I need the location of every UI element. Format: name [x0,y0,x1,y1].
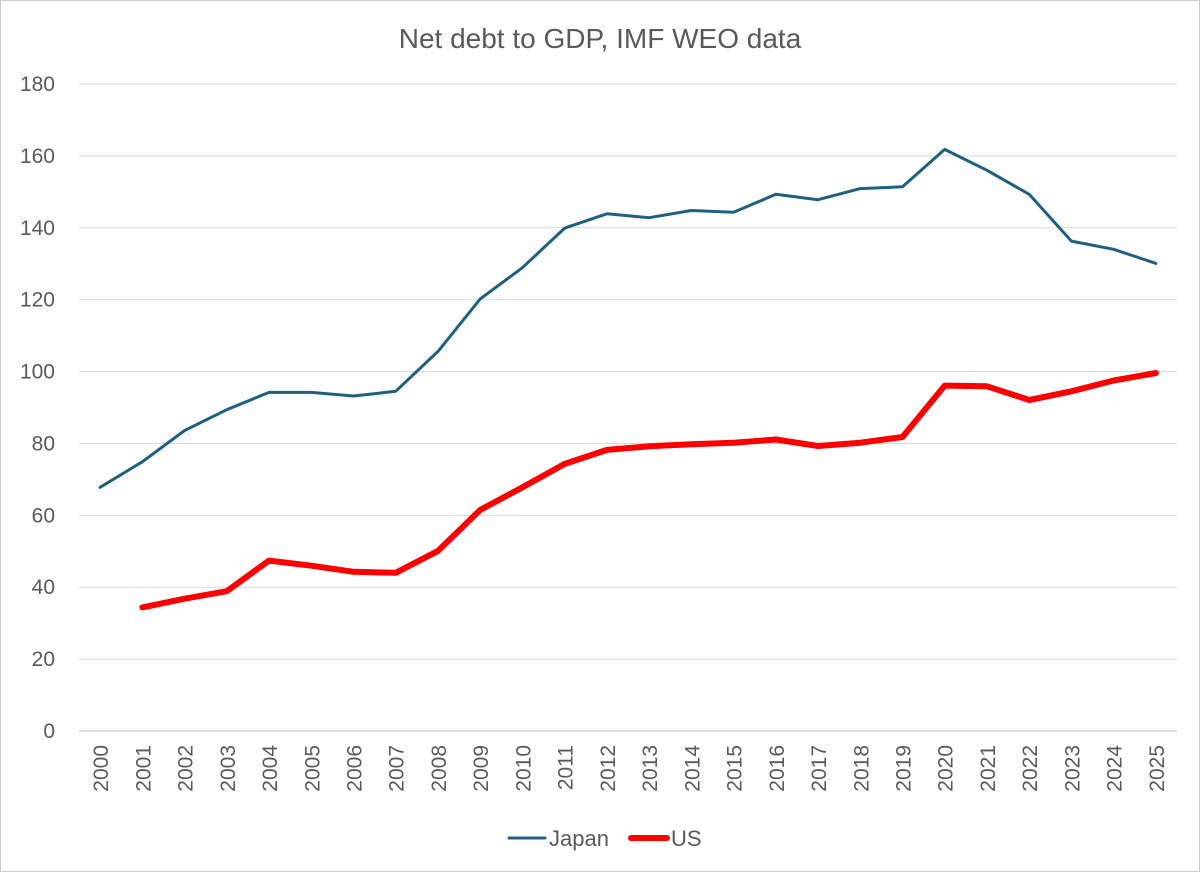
x-tick-label: 2016 [766,745,789,792]
x-tick-label: 2018 [850,745,873,792]
y-axis-ticks: 0 20 40 60 80 100 120 140 160 180 [20,73,55,743]
x-tick-label: 2017 [808,745,831,792]
legend-label-us: US [671,826,702,851]
x-tick-label: 2024 [1104,745,1127,792]
y-tick-label: 160 [20,145,55,168]
gridlines [79,83,1177,732]
y-tick-label: 40 [32,576,55,599]
x-tick-label: 2009 [470,745,493,792]
x-tick-label: 2019 [893,745,916,792]
y-tick-label: 180 [20,73,55,96]
x-tick-label: 2025 [1146,745,1169,792]
legend-label-japan: Japan [549,826,609,851]
x-tick-label: 2000 [90,745,113,792]
y-tick-label: 100 [20,361,55,384]
x-tick-label: 2011 [555,745,578,790]
y-tick-label: 120 [20,289,55,312]
x-tick-label: 2021 [977,745,1000,792]
x-tick-label: 2007 [386,745,409,792]
series-line-japan [98,147,1158,489]
x-tick-label: 2015 [724,745,747,792]
x-tick-label: 2013 [639,745,662,792]
y-tick-label: 0 [43,720,55,743]
x-tick-label: 2002 [175,745,198,792]
series-lines [98,147,1159,611]
x-tick-label: 2023 [1061,745,1084,792]
x-tick-label: 2004 [259,745,282,792]
y-tick-label: 60 [32,504,55,527]
y-tick-label: 80 [32,432,55,455]
series-line-us [139,370,1159,611]
x-tick-label: 2014 [681,745,704,792]
x-tick-label: 2020 [935,745,958,792]
x-tick-label: 2001 [132,745,155,792]
x-tick-label: 2008 [428,745,451,792]
x-tick-label: 2012 [597,745,620,792]
legend: Japan US [507,826,702,851]
x-tick-label: 2005 [301,745,324,792]
chart-title: Net debt to GDP, IMF WEO data [399,23,802,54]
y-tick-label: 140 [20,217,55,240]
x-tick-label: 2006 [344,745,367,792]
x-axis-ticks: 2000 2001 2002 2003 2004 2005 2006 2007 2008 2009… [90,745,1169,792]
y-tick-label: 20 [32,648,55,671]
x-tick-label: 2022 [1019,745,1042,792]
x-tick-label: 2010 [512,745,535,792]
x-tick-label: 2003 [217,745,240,792]
